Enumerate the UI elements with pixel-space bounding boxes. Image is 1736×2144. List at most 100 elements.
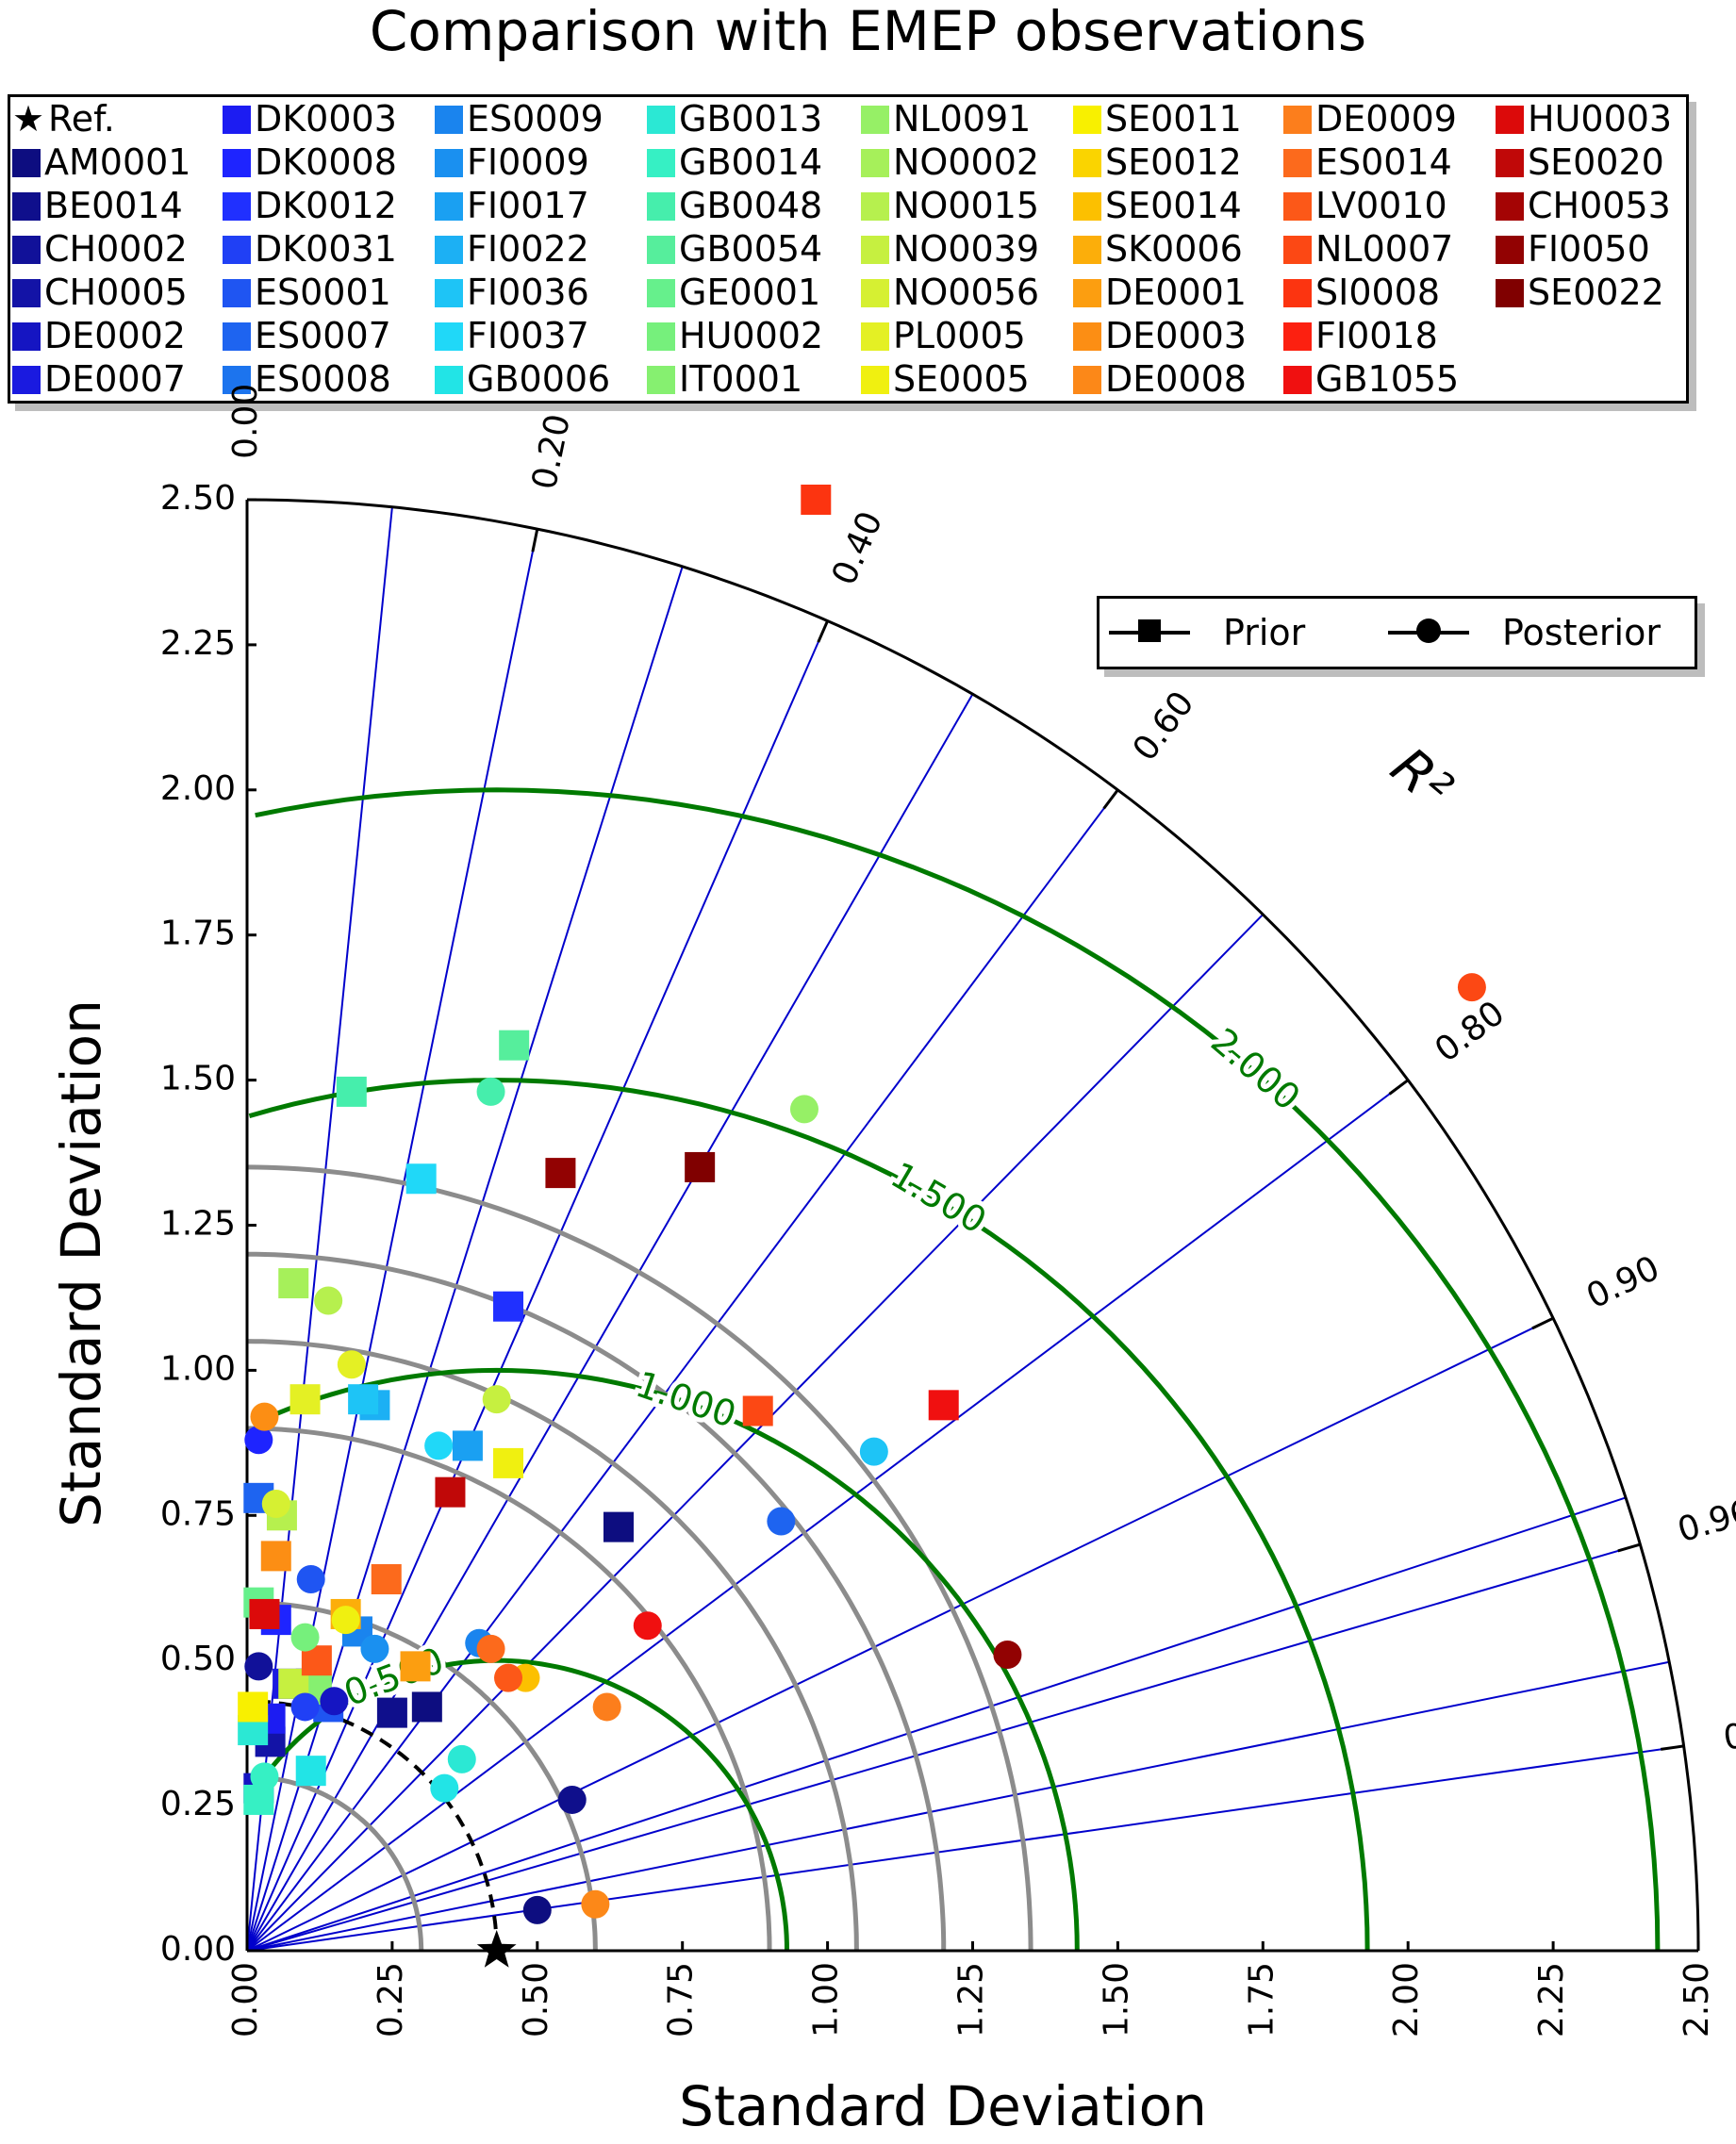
prior-point bbox=[238, 1691, 269, 1723]
posterior-point bbox=[859, 1437, 888, 1466]
color-swatch-icon bbox=[223, 366, 251, 394]
color-swatch-icon bbox=[1283, 279, 1312, 307]
legend-label: SE0020 bbox=[1528, 141, 1664, 183]
color-swatch-icon bbox=[647, 366, 675, 394]
x-tick-label: 2.00 bbox=[1387, 1962, 1426, 2037]
legend-item-hu0002: HU0002 bbox=[647, 314, 823, 357]
y-tick-label: 1.50 bbox=[160, 1060, 236, 1098]
color-swatch-icon bbox=[1496, 106, 1524, 134]
y-axis-label: Standard Deviation bbox=[49, 999, 113, 1527]
legend-label: FI0009 bbox=[467, 141, 589, 183]
legend-item-nl0007: NL0007 bbox=[1283, 227, 1453, 271]
star-icon: ★ bbox=[12, 98, 45, 140]
legend-label: DE0003 bbox=[1105, 315, 1247, 356]
legend-item-dk0008: DK0008 bbox=[223, 140, 397, 184]
legend-label: IT0001 bbox=[679, 358, 803, 400]
legend-label: DE0009 bbox=[1315, 98, 1457, 140]
color-swatch-icon bbox=[647, 279, 675, 307]
posterior-point bbox=[261, 1489, 290, 1518]
legend-item-de0008: DE0008 bbox=[1073, 357, 1247, 401]
prior-point bbox=[371, 1564, 402, 1595]
posterior-point bbox=[331, 1606, 360, 1635]
x-tick-label: 0.00 bbox=[226, 1962, 265, 2037]
posterior-point bbox=[244, 1426, 273, 1455]
correlation-tick bbox=[1531, 1316, 1554, 1330]
color-swatch-icon bbox=[1073, 192, 1101, 221]
legend-label: SE0022 bbox=[1528, 272, 1664, 313]
legend-label: GB1055 bbox=[1315, 358, 1460, 400]
chart-title: Comparison with EMEP observations bbox=[369, 0, 1367, 63]
legend-item-dk0003: DK0003 bbox=[223, 97, 397, 140]
correlation-tick-label: 0.80 bbox=[1428, 994, 1512, 1070]
correlation-line bbox=[246, 789, 1119, 1952]
legend-label: NL0091 bbox=[893, 98, 1032, 140]
color-swatch-icon bbox=[1073, 106, 1101, 134]
y-tick-label: 2.50 bbox=[160, 479, 236, 518]
posterior-point bbox=[424, 1431, 454, 1460]
legend-item-sk0006: SK0006 bbox=[1073, 227, 1243, 271]
rmse-contour bbox=[259, 1367, 1080, 1952]
legend-item-fi0018: FI0018 bbox=[1283, 314, 1438, 357]
prior-point bbox=[603, 1511, 634, 1542]
legend-item-se0011: SE0011 bbox=[1073, 97, 1242, 140]
legend-label: DE0002 bbox=[44, 315, 186, 356]
legend-label-posterior: Posterior bbox=[1502, 612, 1661, 653]
legend-label: SE0014 bbox=[1105, 185, 1242, 226]
legend-item-fi0009: FI0009 bbox=[435, 140, 589, 184]
legend-label: SE0005 bbox=[893, 358, 1030, 400]
legend-label: LV0010 bbox=[1315, 185, 1447, 226]
correlation-tick bbox=[1102, 788, 1119, 810]
legend-item-no0015: NO0015 bbox=[861, 184, 1039, 227]
legend-label: HU0002 bbox=[679, 315, 824, 356]
y-tick-label: 2.00 bbox=[160, 769, 236, 808]
prior-point bbox=[336, 1076, 367, 1107]
color-swatch-icon bbox=[861, 149, 889, 177]
color-swatch-icon bbox=[861, 106, 889, 134]
color-swatch-icon bbox=[435, 279, 463, 307]
legend-item-ch0005: CH0005 bbox=[12, 271, 188, 314]
prior-point bbox=[928, 1390, 959, 1421]
posterior-point bbox=[482, 1385, 511, 1414]
correlation-tick-label: 0.90 bbox=[1580, 1249, 1665, 1317]
posterior-point bbox=[476, 1077, 505, 1106]
x-tick-label: 2.25 bbox=[1532, 1962, 1571, 2037]
legend-item-dk0012: DK0012 bbox=[223, 184, 397, 227]
legend-item-fi0022: FI0022 bbox=[435, 227, 589, 271]
legend-item-gb0006: GB0006 bbox=[435, 357, 610, 401]
legend-item-reference: ★ Ref. bbox=[12, 97, 115, 140]
y-tick-label: 0.75 bbox=[160, 1494, 236, 1533]
std-arc bbox=[246, 1339, 859, 1952]
legend-item-gb0054: GB0054 bbox=[647, 227, 822, 271]
correlation-line bbox=[246, 1543, 1641, 1952]
color-swatch-icon bbox=[12, 322, 41, 351]
legend-item-de0009: DE0009 bbox=[1283, 97, 1457, 140]
color-swatch-icon bbox=[1496, 192, 1524, 221]
posterior-point bbox=[290, 1692, 320, 1722]
correlation-tick bbox=[1388, 1079, 1410, 1096]
legend-item-de0002: DE0002 bbox=[12, 314, 186, 357]
prior-point bbox=[452, 1430, 483, 1461]
legend-item-se0012: SE0012 bbox=[1073, 140, 1242, 184]
color-swatch-icon bbox=[1073, 149, 1101, 177]
posterior-point bbox=[633, 1611, 662, 1641]
correlation-line bbox=[246, 528, 538, 1952]
color-swatch-icon bbox=[647, 236, 675, 264]
color-swatch-icon bbox=[647, 322, 675, 351]
prior-point bbox=[435, 1476, 466, 1508]
x-tick-label: 1.75 bbox=[1242, 1962, 1281, 2037]
legend-label: CH0002 bbox=[44, 228, 188, 270]
rmse-contour-label: 1.000 bbox=[631, 1363, 741, 1436]
legend-item-ch0053: CH0053 bbox=[1496, 184, 1671, 227]
color-swatch-icon bbox=[223, 192, 251, 221]
color-swatch-icon bbox=[647, 149, 675, 177]
color-swatch-icon bbox=[1283, 106, 1312, 134]
correlation-line bbox=[246, 1079, 1409, 1952]
legend-label: DE0008 bbox=[1105, 358, 1247, 400]
x-tick-label: 2.50 bbox=[1678, 1962, 1716, 2037]
legend-item-se0020: SE0020 bbox=[1496, 140, 1664, 184]
color-swatch-icon bbox=[435, 192, 463, 221]
legend-item-es0008: ES0008 bbox=[223, 357, 391, 401]
posterior-point bbox=[557, 1785, 587, 1814]
legend-item-lv0010: LV0010 bbox=[1283, 184, 1447, 227]
legend-item-es0007: ES0007 bbox=[223, 314, 391, 357]
